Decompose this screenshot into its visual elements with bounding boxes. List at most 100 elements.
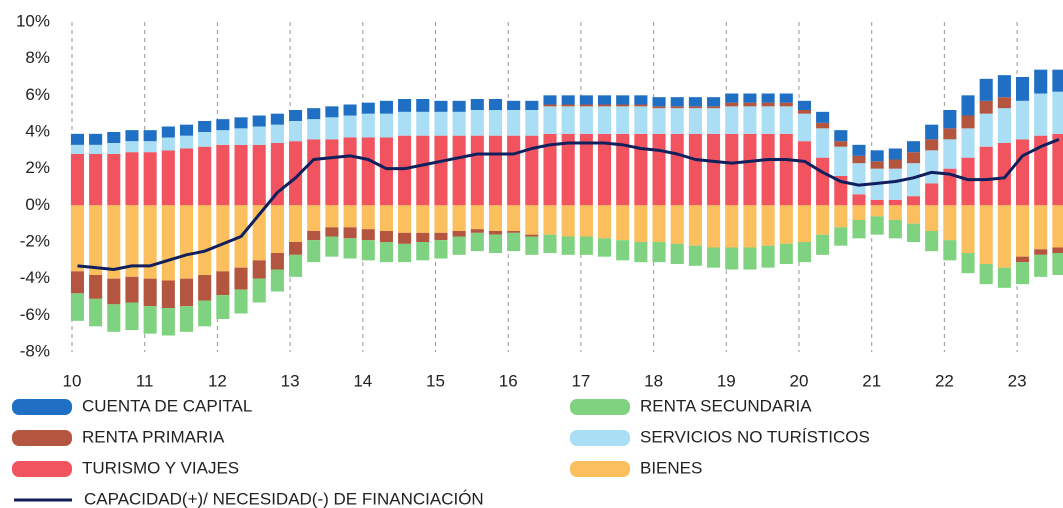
bar-segment [270, 253, 284, 270]
bar-segment [761, 245, 775, 268]
bar-segment [725, 102, 739, 107]
bar-segment [652, 97, 666, 107]
bar-segment [1016, 77, 1030, 101]
y-tick-label: 0% [25, 195, 50, 214]
bar-segment [216, 119, 230, 131]
bar-segment [379, 205, 393, 231]
bar-segment [816, 122, 830, 129]
bar-segment [70, 133, 84, 145]
bar-segment [379, 113, 393, 138]
bar-segment [707, 247, 721, 268]
bar-segment [507, 135, 521, 206]
bar-segment [688, 97, 702, 107]
bar-segment [888, 159, 902, 169]
bar-segment [143, 278, 157, 307]
bar-segment [797, 110, 811, 114]
bar-segment [652, 205, 666, 242]
bar-segment [525, 110, 539, 136]
bar-segment [343, 205, 357, 228]
bar-segment [70, 205, 84, 272]
bar-segment [816, 128, 830, 158]
bar-segment [979, 113, 993, 147]
bar-segment [634, 95, 648, 105]
bar-segment [307, 139, 321, 206]
bar-segment [579, 133, 593, 206]
bar-segment [816, 205, 830, 235]
bar-segment [434, 111, 448, 136]
bar-segment [452, 111, 466, 136]
bar-segment [979, 264, 993, 285]
bar-segment [507, 100, 521, 110]
bar-segment [379, 137, 393, 206]
bar-segment [125, 276, 139, 303]
bar-segment [216, 295, 230, 319]
bar-segment [943, 205, 957, 241]
bar-segment [89, 133, 103, 145]
bar-segment [1034, 249, 1048, 255]
bar-segment [307, 240, 321, 263]
bar-segment [925, 183, 939, 206]
bar-segment [961, 253, 975, 274]
bar-segment [670, 97, 684, 107]
bar-segment [107, 278, 121, 305]
bar-segment [507, 205, 521, 231]
bar-segment [543, 95, 557, 105]
bar-segment [761, 102, 775, 107]
bar-segment [543, 106, 557, 134]
bar-segment [470, 135, 484, 206]
bar-segment [1052, 247, 1063, 253]
bar-segment [979, 205, 993, 264]
bar-segment [1034, 254, 1048, 277]
bar-segment [234, 267, 248, 290]
bar-segment [707, 133, 721, 206]
bar-segment [107, 205, 121, 279]
bar-segment [888, 168, 902, 200]
bar-segment [816, 111, 830, 123]
x-tick-label: 21 [862, 371, 881, 390]
y-tick-label: -8% [20, 341, 50, 360]
bar-segment [943, 128, 957, 140]
bar-segment [743, 205, 757, 248]
bar-segment [1016, 139, 1030, 206]
bar-segment [1034, 93, 1048, 136]
bar-segment [198, 132, 212, 147]
bar-segment [507, 231, 521, 233]
bar-segment [161, 280, 175, 308]
bar-segment [325, 236, 339, 257]
bar-segment [797, 100, 811, 110]
legend-swatch [570, 430, 630, 446]
x-tick-label: 11 [136, 371, 154, 390]
bar-segment [597, 133, 612, 206]
bar-segment [125, 152, 139, 206]
bar-segment [234, 117, 248, 129]
bar-segment [816, 157, 830, 206]
bar-segment [452, 231, 466, 237]
bar-segment [579, 236, 593, 255]
bar-segment [325, 139, 339, 206]
bar-segment [852, 144, 866, 156]
bar-segment [870, 199, 884, 206]
bar-segment [525, 100, 539, 110]
x-tick-label: 16 [499, 371, 518, 390]
bar-segment [1016, 100, 1030, 140]
bar-segment [852, 155, 866, 164]
bar-segment [252, 115, 266, 127]
bar-segment [398, 135, 412, 206]
bar-segment [925, 150, 939, 184]
bar-segment [107, 304, 121, 332]
bar-segment [234, 289, 248, 314]
bar-segment [597, 95, 612, 105]
bar-segment [852, 220, 866, 239]
bar-segment [707, 106, 721, 109]
bar-segment [707, 108, 721, 134]
bar-segment [343, 104, 357, 116]
bar-segment [688, 205, 702, 246]
bar-segment [343, 137, 357, 206]
bar-segment [888, 205, 902, 220]
bar-segment [525, 135, 539, 206]
bar-segment [343, 238, 357, 259]
bar-segment [434, 135, 448, 206]
bar-segment [634, 106, 648, 134]
bar-segment [888, 199, 902, 206]
y-tick-label: 6% [25, 85, 50, 104]
